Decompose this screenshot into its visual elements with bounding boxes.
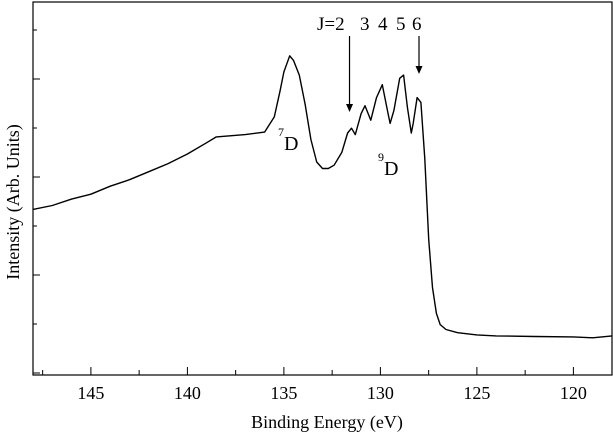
spectrum-line [32,55,613,339]
x-tick-label: 120 [560,383,587,403]
x-tick-label: 125 [463,383,490,403]
axes [32,1,613,376]
annotation-7d-superscript: 7 [278,125,284,139]
arrow-head [415,66,423,74]
x-tick-label: 145 [77,383,104,403]
x-tick-label: 135 [270,383,297,403]
arrow-head [346,104,354,112]
x-tick-label: 130 [367,383,394,403]
arrows [346,36,423,112]
x-axis-label: Binding Energy (eV) [251,412,403,433]
annotation-9d-superscript: 9 [378,150,384,164]
x-ticks: 145 140 135 130 125 120 [42,367,587,403]
annotation-j-5: 5 [396,14,406,35]
annotation-j-4: 4 [378,14,388,35]
annotation-j-3: 3 [360,14,370,35]
plot-frame [32,1,613,376]
x-tick-label: 140 [174,383,201,403]
y-ticks [33,29,40,374]
annotation-j-prefix: J=2 [317,14,345,35]
annotation-7d-letter: D [284,133,298,155]
y-axis-label: Intensity (Arb. Units) [3,124,24,279]
annotation-j-6: 6 [412,14,422,35]
annotation-9d-letter: D [384,158,398,180]
